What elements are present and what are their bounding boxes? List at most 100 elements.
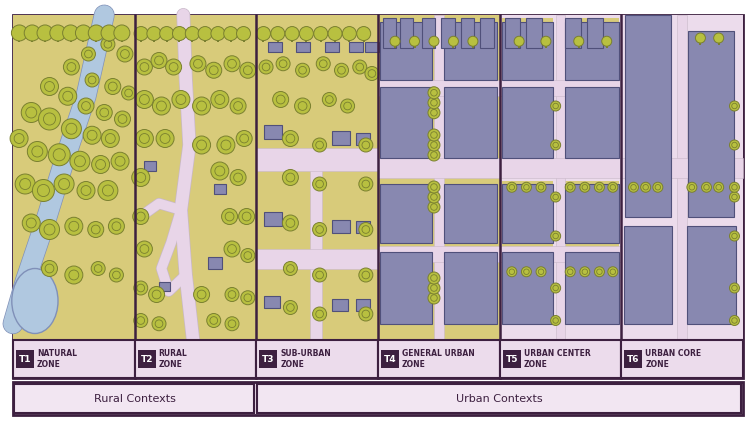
- Circle shape: [39, 219, 60, 240]
- Bar: [578, 43, 580, 48]
- Circle shape: [522, 182, 531, 192]
- Bar: [18, 37, 20, 42]
- Circle shape: [21, 102, 42, 122]
- Circle shape: [172, 91, 190, 108]
- Circle shape: [241, 249, 255, 263]
- Bar: [153, 37, 155, 42]
- Bar: [565, 18, 581, 48]
- Bar: [291, 37, 293, 42]
- Bar: [296, 42, 309, 52]
- Circle shape: [136, 59, 153, 75]
- Bar: [166, 37, 168, 42]
- Circle shape: [602, 36, 612, 46]
- Bar: [381, 350, 399, 368]
- Text: Rural Contexts: Rural Contexts: [94, 394, 175, 403]
- Bar: [325, 42, 339, 52]
- Bar: [70, 37, 72, 42]
- Bar: [545, 43, 547, 48]
- Bar: [31, 37, 33, 42]
- Circle shape: [608, 267, 618, 277]
- Bar: [243, 37, 244, 42]
- Bar: [502, 252, 553, 324]
- Text: NATURAL
ZONE: NATURAL ZONE: [37, 349, 77, 369]
- Bar: [504, 18, 520, 48]
- Bar: [356, 221, 370, 233]
- Circle shape: [359, 307, 373, 321]
- Circle shape: [91, 261, 105, 275]
- Text: Urban Contexts: Urban Contexts: [457, 394, 543, 403]
- Circle shape: [82, 47, 95, 61]
- Circle shape: [730, 182, 739, 192]
- Circle shape: [135, 130, 153, 147]
- Circle shape: [78, 98, 94, 114]
- Circle shape: [166, 59, 181, 75]
- Bar: [380, 184, 432, 243]
- Circle shape: [359, 223, 373, 236]
- Circle shape: [536, 182, 546, 192]
- Bar: [349, 37, 350, 42]
- Text: SUB-URBAN
ZONE: SUB-URBAN ZONE: [280, 349, 331, 369]
- Bar: [444, 87, 497, 158]
- Circle shape: [133, 209, 149, 224]
- Bar: [264, 125, 282, 139]
- Circle shape: [134, 281, 147, 295]
- Bar: [378, 80, 500, 96]
- Circle shape: [594, 267, 605, 277]
- Circle shape: [15, 174, 36, 194]
- Circle shape: [550, 101, 561, 111]
- Bar: [565, 18, 619, 158]
- Circle shape: [428, 129, 440, 141]
- Bar: [500, 340, 621, 378]
- Circle shape: [211, 162, 229, 180]
- Bar: [433, 43, 435, 48]
- Bar: [518, 43, 520, 48]
- Circle shape: [541, 36, 551, 46]
- Bar: [14, 384, 254, 413]
- Circle shape: [653, 182, 663, 192]
- Bar: [500, 246, 621, 262]
- Bar: [621, 158, 743, 178]
- Bar: [565, 252, 619, 324]
- Circle shape: [640, 182, 651, 192]
- Circle shape: [328, 26, 342, 40]
- Circle shape: [153, 97, 170, 115]
- Circle shape: [312, 268, 327, 282]
- Circle shape: [730, 315, 739, 326]
- Circle shape: [114, 25, 130, 41]
- Bar: [621, 15, 743, 340]
- Bar: [378, 340, 500, 378]
- Circle shape: [342, 26, 356, 40]
- Bar: [256, 148, 378, 171]
- Circle shape: [550, 192, 561, 202]
- Circle shape: [54, 174, 74, 194]
- Circle shape: [390, 36, 400, 46]
- Bar: [135, 15, 256, 340]
- Bar: [502, 87, 553, 158]
- Circle shape: [334, 63, 349, 77]
- Circle shape: [185, 26, 200, 40]
- Bar: [502, 18, 553, 158]
- Circle shape: [273, 91, 289, 108]
- Bar: [699, 40, 702, 45]
- Circle shape: [225, 317, 239, 331]
- Bar: [138, 350, 156, 368]
- Circle shape: [357, 26, 370, 40]
- Circle shape: [322, 93, 336, 107]
- Circle shape: [312, 177, 327, 191]
- Circle shape: [696, 33, 705, 43]
- Bar: [565, 87, 619, 158]
- Circle shape: [428, 139, 440, 151]
- Circle shape: [428, 97, 440, 109]
- Text: URBAN CORE
ZONE: URBAN CORE ZONE: [646, 349, 702, 369]
- Bar: [268, 42, 281, 52]
- Circle shape: [160, 26, 174, 40]
- Circle shape: [37, 25, 53, 41]
- Circle shape: [284, 300, 297, 314]
- Circle shape: [608, 182, 618, 192]
- Circle shape: [224, 56, 240, 72]
- Circle shape: [22, 214, 40, 232]
- Circle shape: [276, 57, 290, 71]
- Bar: [356, 299, 370, 311]
- Circle shape: [565, 267, 575, 277]
- Text: T3: T3: [262, 354, 274, 363]
